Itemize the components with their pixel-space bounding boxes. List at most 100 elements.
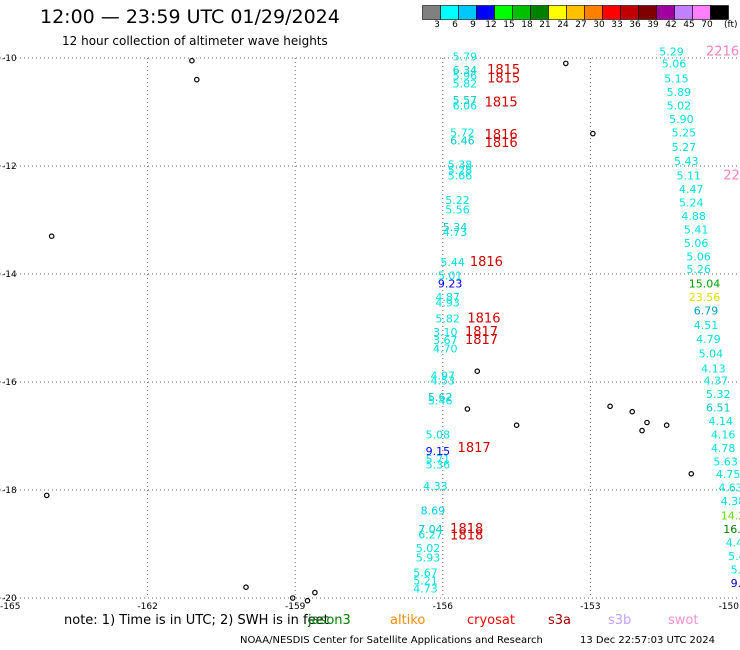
satellite-altiko: altiko bbox=[390, 613, 426, 628]
swh-value: 5.02 bbox=[416, 542, 441, 555]
swh-value: 4.47 bbox=[679, 183, 704, 196]
lon-tick-label: -153 bbox=[580, 602, 600, 612]
satellite-s3b: s3b bbox=[608, 613, 632, 628]
time-label: 1817 bbox=[465, 325, 498, 340]
swh-value: 9.15 bbox=[426, 445, 451, 458]
swh-value: 7.04 bbox=[418, 523, 443, 536]
island-outline bbox=[289, 595, 296, 601]
swh-value: 5.62 bbox=[428, 391, 453, 404]
lat-tick-label: -18 bbox=[2, 486, 17, 496]
island-outline bbox=[513, 422, 520, 429]
legend-label: 21 bbox=[539, 20, 551, 30]
swh-value: 4.93 bbox=[435, 296, 460, 309]
swh-value: 5.22 bbox=[445, 194, 470, 207]
swh-value: 6.27 bbox=[418, 529, 443, 542]
swh-value: 5.06 bbox=[662, 58, 687, 71]
page-subtitle: 12 hour collection of altimeter wave hei… bbox=[62, 34, 328, 48]
swh-value: 5.79 bbox=[453, 51, 478, 64]
swh-value: 4.37 bbox=[704, 375, 729, 388]
satellite-jason3: jason3 bbox=[308, 613, 351, 628]
swh-value: 5.11 bbox=[677, 170, 702, 183]
island-outline bbox=[304, 597, 311, 604]
legend-label: 30 bbox=[593, 20, 605, 30]
island-outline bbox=[194, 76, 200, 83]
swh-value: 16.24 bbox=[723, 523, 740, 536]
island-outline bbox=[663, 422, 670, 429]
time-label: 1815 bbox=[487, 71, 520, 86]
swh-value: 3.10 bbox=[433, 326, 458, 339]
lat-tick-label: -12 bbox=[2, 162, 17, 172]
island-outline bbox=[607, 403, 613, 410]
swh-value: 4.53 bbox=[431, 375, 456, 388]
legend-label: 36 bbox=[629, 20, 641, 30]
island-outline bbox=[644, 419, 650, 426]
time-label: 1818 bbox=[450, 522, 483, 537]
swh-value: 4.78 bbox=[711, 442, 736, 455]
lat-tick-label: -20 bbox=[2, 594, 17, 604]
legend-label: 18 bbox=[521, 20, 533, 30]
legend-label: 27 bbox=[575, 20, 587, 30]
time-label: 1817 bbox=[465, 333, 498, 348]
island-outline bbox=[464, 406, 471, 412]
swh-value: 3.67 bbox=[433, 334, 458, 347]
legend-label: 15 bbox=[503, 20, 515, 30]
legend-swatch bbox=[710, 5, 729, 20]
island-outline bbox=[562, 60, 569, 67]
swh-value: 4.14 bbox=[708, 415, 733, 428]
swh-value: 5.63 bbox=[713, 456, 738, 469]
lat-tick-label: -16 bbox=[2, 378, 17, 388]
swh-value: 9.23 bbox=[438, 278, 463, 291]
lat-tick-label: -10 bbox=[2, 54, 17, 64]
swh-value: 5.38 bbox=[448, 159, 473, 172]
swh-value: 5.01 bbox=[438, 269, 463, 282]
swh-value: 4.97 bbox=[431, 369, 456, 382]
swh-value: 5.93 bbox=[416, 551, 441, 564]
legend-label: 39 bbox=[647, 20, 659, 30]
swh-value: 8.69 bbox=[421, 504, 446, 517]
lon-tick-label: -165 bbox=[0, 602, 20, 612]
swh-value: 5.15 bbox=[664, 72, 689, 85]
lon-tick-label: -150 bbox=[719, 602, 740, 612]
swh-value: 5.32 bbox=[706, 388, 731, 401]
page-title: 12:00 — 23:59 UTC 01/29/2024 bbox=[40, 6, 340, 28]
swh-value: 5.24 bbox=[679, 197, 704, 210]
time-label: 1816 bbox=[470, 255, 503, 270]
legend-label: 3 bbox=[434, 20, 440, 30]
swh-value: 4.87 bbox=[435, 291, 460, 304]
swh-value: 5.06 bbox=[686, 251, 711, 264]
swh-value: 4.51 bbox=[694, 319, 719, 332]
swh-value: 4.49 bbox=[726, 537, 740, 550]
swh-value: 5.25 bbox=[672, 126, 697, 139]
swh-value: 6.34 bbox=[453, 64, 478, 77]
swh-value: 4.75 bbox=[716, 468, 740, 481]
swh-value: 5.43 bbox=[674, 155, 699, 168]
swh-value: 14.22 bbox=[721, 510, 740, 523]
legend-label: 24 bbox=[557, 20, 569, 30]
satellite-s3a: s3a bbox=[548, 613, 572, 628]
time-label: 1816 bbox=[485, 128, 518, 143]
time-label: 1815 bbox=[487, 63, 520, 78]
satellite-swot: swot bbox=[668, 613, 699, 628]
lat-tick-label: -14 bbox=[2, 270, 17, 280]
island-outline bbox=[312, 589, 318, 596]
swh-value: 5.34 bbox=[443, 221, 468, 234]
generation-timestamp: 13 Dec 22:57:03 UTC 2024 bbox=[580, 635, 715, 646]
swh-value: 6.46 bbox=[450, 134, 475, 147]
legend-label: 6 bbox=[452, 20, 458, 30]
lon-tick-label: -162 bbox=[137, 602, 157, 612]
swh-value: 15.04 bbox=[689, 278, 721, 291]
swh-value: 5.67 bbox=[413, 566, 438, 579]
lon-tick-label: -156 bbox=[433, 602, 454, 612]
credit-text: NOAA/NESDIS Center for Satellite Applica… bbox=[240, 635, 543, 646]
island-outline bbox=[590, 130, 596, 137]
island-outline bbox=[688, 470, 695, 477]
swh-value: 5.56 bbox=[445, 204, 470, 217]
footnote: note: 1) Time is in UTC; 2) SWH is in fe… bbox=[64, 613, 329, 628]
island-outline bbox=[48, 233, 55, 240]
swh-value: 5.02 bbox=[667, 99, 692, 112]
swh-value: 5.82 bbox=[453, 78, 478, 91]
swh-value: 5.66 bbox=[448, 170, 473, 183]
swh-value: 5.71 bbox=[426, 453, 451, 466]
swh-value: 6.79 bbox=[694, 305, 719, 318]
legend-label: 33 bbox=[611, 20, 623, 30]
